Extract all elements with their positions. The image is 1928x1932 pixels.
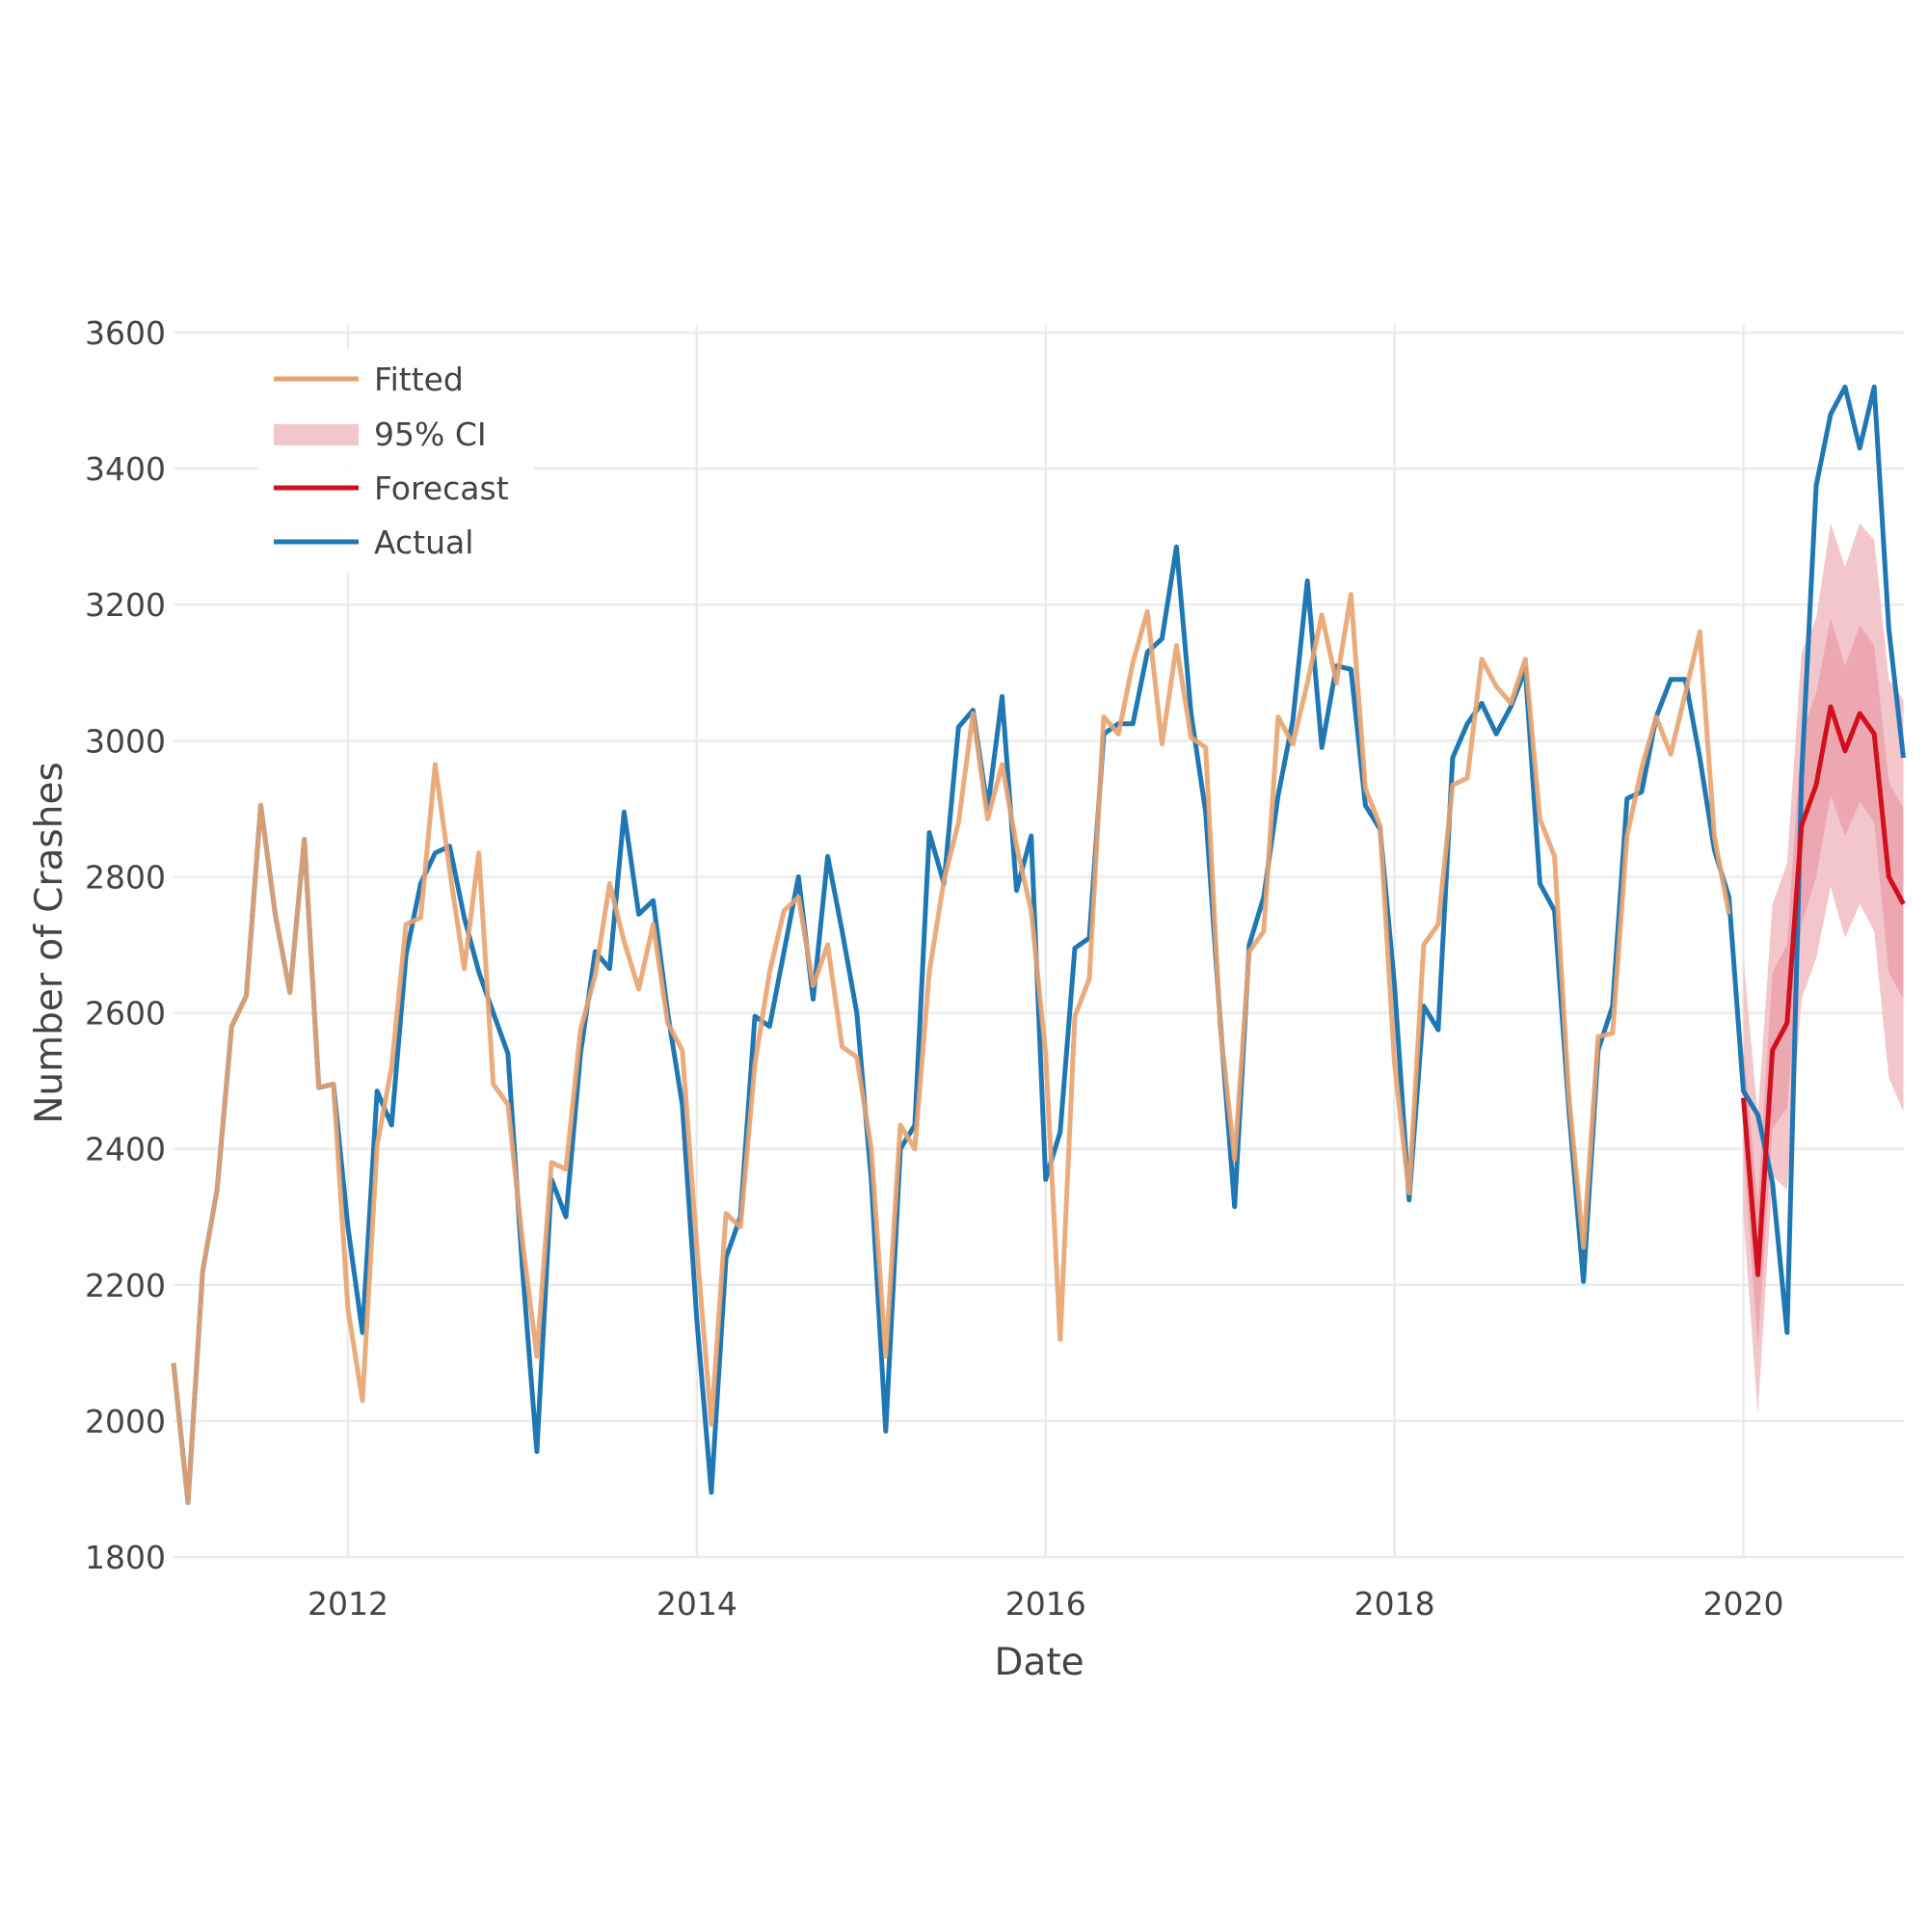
y-tick-label-8: 3400	[85, 450, 166, 488]
legend-label-ci: 95% CI	[374, 416, 487, 453]
x-tick-label-2: 2016	[1005, 1585, 1086, 1623]
y-tick-label-7: 3200	[85, 586, 166, 624]
y-tick-label-0: 1800	[85, 1539, 166, 1576]
x-axis-title: Date	[994, 1641, 1084, 1684]
forecast-line	[1741, 704, 1906, 1277]
x-tick-label-0: 2012	[308, 1585, 388, 1623]
y-tick-label-3: 2400	[85, 1131, 166, 1168]
ci80-band	[1743, 618, 1904, 1347]
y-axis-title: Number of Crashes	[28, 762, 71, 1124]
fitted-line	[171, 592, 1731, 1506]
legend-label-forecast: Forecast	[374, 470, 509, 507]
x-tick-label-4: 2020	[1703, 1585, 1784, 1623]
legend: Fitted 95% CI Forecast Actual	[258, 349, 534, 573]
y-tick-label-2: 2200	[85, 1267, 166, 1304]
series-line-layer	[171, 384, 1906, 1506]
legend-background	[258, 349, 534, 573]
legend-swatch-ci	[274, 424, 359, 445]
y-tick-label-6: 3000	[85, 722, 166, 760]
x-tick-label-3: 2018	[1354, 1585, 1435, 1623]
legend-label-actual: Actual	[374, 523, 473, 561]
y-tick-label-9: 3600	[85, 314, 166, 352]
legend-label-fitted: Fitted	[374, 361, 464, 398]
y-tick-label-1: 2000	[85, 1403, 166, 1440]
y-tick-label-5: 2800	[85, 858, 166, 896]
y-tick-label-4: 2600	[85, 995, 166, 1033]
tick-label-layer: 1800 2000 2200 2400 2600 2800 3000 3200 3400 3600…	[85, 314, 1784, 1623]
ci-band-layer	[1743, 523, 1904, 1414]
x-tick-label-1: 2014	[656, 1585, 737, 1623]
